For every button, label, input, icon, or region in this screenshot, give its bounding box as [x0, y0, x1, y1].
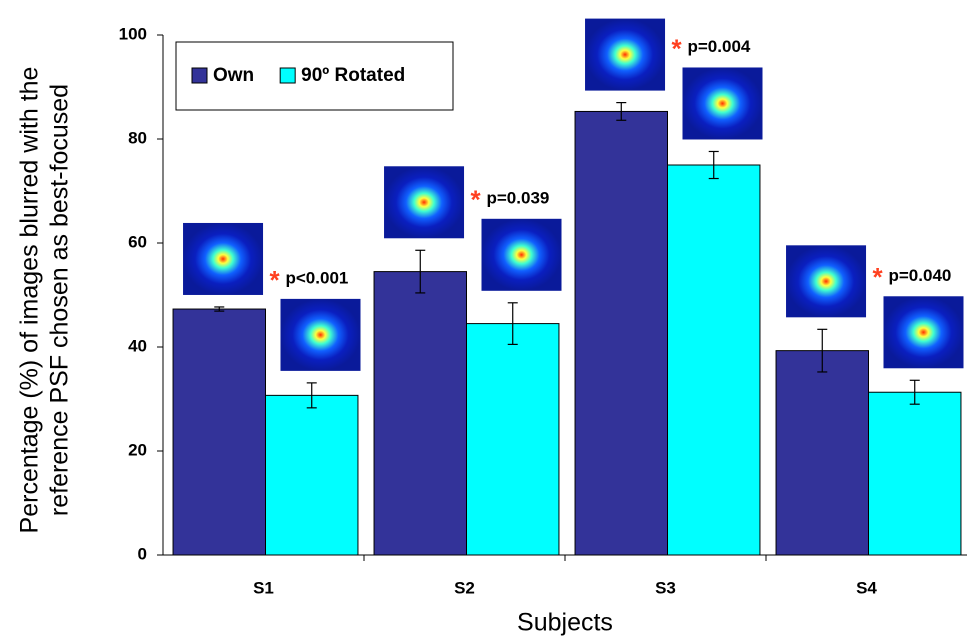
psf-image [384, 166, 464, 238]
annotation: p<0.001 [286, 268, 349, 287]
y-tick-label: 40 [128, 336, 147, 355]
psf-image [585, 19, 665, 91]
y-tick-label: 100 [119, 24, 147, 43]
annotation: p=0.040 [889, 266, 952, 285]
bar [374, 272, 466, 555]
x-tick-label: S4 [856, 578, 877, 597]
annotation: p=0.004 [688, 37, 751, 56]
psf-image [281, 299, 361, 371]
bar [173, 309, 265, 555]
psf-image [884, 296, 964, 368]
y-tick-label: 60 [128, 232, 147, 251]
annotation-star: * [471, 185, 482, 215]
y-axis-title-line: Percentage (%) of images blurred with th… [16, 67, 44, 534]
annotation: p=0.039 [487, 188, 550, 207]
bar [467, 324, 559, 555]
bar [266, 395, 358, 555]
bar [776, 351, 868, 555]
bar [575, 111, 667, 555]
bar [869, 392, 961, 555]
legend-swatch [280, 68, 295, 83]
x-axis-title: Subjects [517, 609, 613, 637]
legend-label: Own [213, 65, 254, 86]
bar [668, 165, 760, 555]
x-tick-label: S3 [655, 578, 676, 597]
y-tick-label: 20 [128, 440, 147, 459]
legend-label: 90º Rotated [301, 65, 405, 86]
x-tick-label: S2 [454, 578, 475, 597]
psf-image [786, 245, 866, 317]
y-axis-title-line: reference PSF chosen as best-focused [46, 84, 74, 516]
chart: Percentage (%) of images blurred with th… [0, 0, 967, 641]
y-tick-label: 0 [138, 544, 147, 563]
psf-image [683, 67, 763, 139]
annotation-star: * [873, 262, 884, 292]
legend-swatch [192, 68, 207, 83]
y-tick-label: 80 [128, 128, 147, 147]
annotation-star: * [270, 265, 281, 295]
y-axis-title: Percentage (%) of images blurred with th… [16, 67, 74, 534]
annotation-star: * [672, 33, 683, 63]
psf-image [482, 219, 562, 291]
psf-image [183, 223, 263, 295]
x-tick-label: S1 [253, 578, 274, 597]
